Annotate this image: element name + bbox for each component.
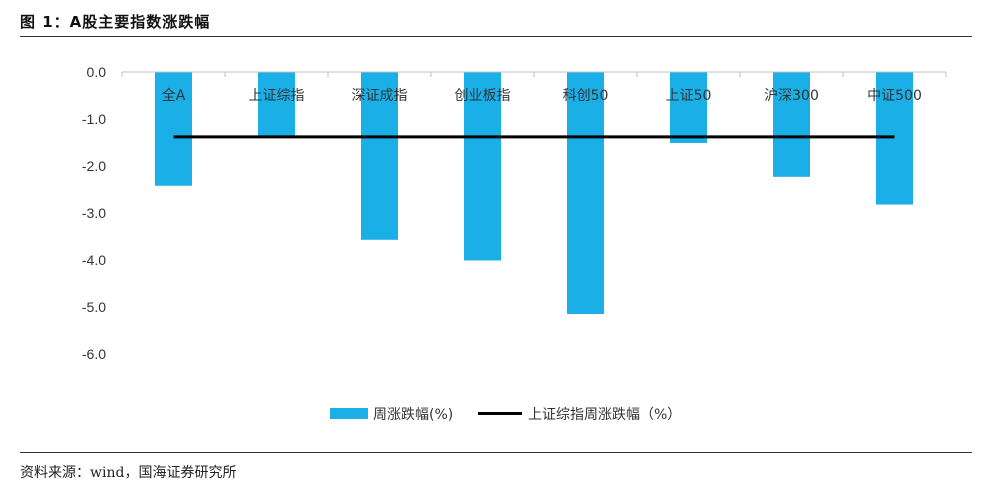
y-tick-label: 0.0 [87, 64, 107, 80]
bottom-rule [20, 452, 972, 453]
bar [567, 72, 604, 315]
source-note: 资料来源：wind，国海证券研究所 [20, 465, 237, 481]
y-tick-label: -6.0 [82, 346, 106, 362]
category-label: 上证50 [666, 88, 712, 104]
category-label: 创业板指 [455, 88, 511, 104]
bar [258, 72, 295, 137]
y-tick-label: -3.0 [82, 205, 106, 221]
legend: 周涨跌幅(%) 上证综指周涨跌幅（%） [330, 407, 681, 423]
y-tick-label: -2.0 [82, 158, 106, 174]
bar [464, 72, 501, 261]
category-label: 全A [162, 87, 186, 104]
bar [155, 72, 192, 186]
category-label: 中证500 [867, 88, 922, 104]
y-tick-label: -5.0 [82, 299, 106, 315]
y-tick-group: 0.0 -1.0 -2.0 -3.0 -4.0 -5.0 -6.0 [82, 64, 106, 362]
y-tick-label: -1.0 [82, 111, 106, 127]
figure-title: 图 1：A股主要指数涨跌幅 [20, 13, 211, 31]
y-tick-label: -4.0 [82, 252, 106, 268]
x-tick-group [121, 72, 947, 77]
legend-label-line: 上证综指周涨跌幅（%） [528, 407, 681, 423]
category-label-group: 全A 上证综指 深证成指 创业板指 科创50 上证50 沪深300 中证500 [162, 87, 922, 104]
bar [773, 72, 810, 177]
bar-group [155, 72, 913, 315]
category-label: 沪深300 [764, 88, 819, 104]
legend-label-bar: 周涨跌幅(%) [373, 407, 453, 423]
legend-swatch-bar [330, 408, 368, 419]
bar [361, 72, 398, 240]
category-label: 上证综指 [249, 88, 305, 104]
category-label: 深证成指 [352, 88, 408, 104]
bar [670, 72, 707, 143]
top-rule [20, 36, 972, 37]
category-label: 科创50 [563, 88, 609, 104]
